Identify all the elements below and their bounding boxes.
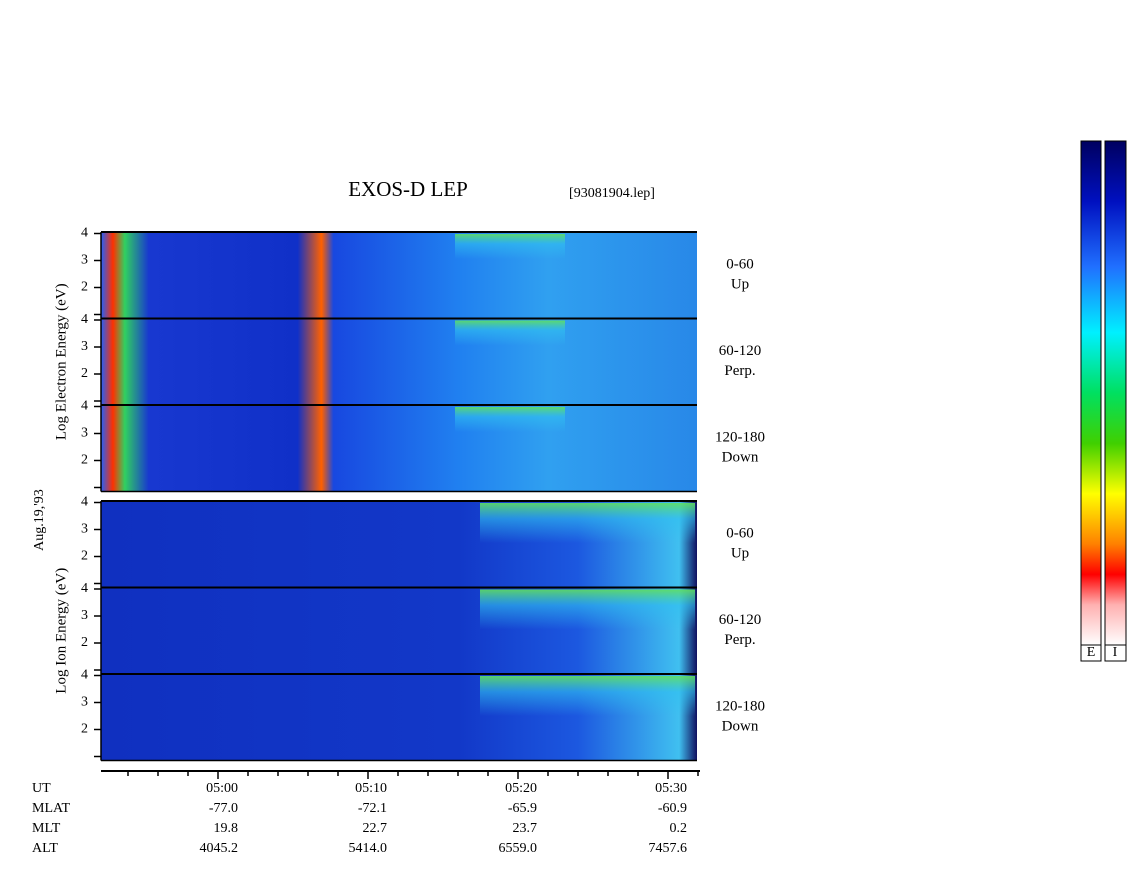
spectrogram-band [455, 234, 565, 259]
title: EXOS-D LEP [348, 177, 468, 201]
ephemeris-value: -77.0 [209, 801, 238, 816]
ephemeris-value: 6559.0 [499, 841, 538, 856]
direction-label: Perp. [724, 363, 755, 379]
ephemeris-value: -60.9 [658, 801, 687, 816]
ephemeris-label: ALT [32, 841, 58, 856]
y-tick-label: 3 [81, 695, 88, 710]
angle-label: 60-120 [719, 343, 762, 359]
y-tick-label: 2 [81, 635, 88, 650]
spectrogram-panel [101, 318, 697, 405]
ephemeris-value: -72.1 [358, 801, 387, 816]
direction-label: Up [731, 546, 749, 562]
ephemeris-label: MLAT [32, 801, 71, 816]
date-label: Aug.19,'93 [32, 489, 47, 551]
color-bar-label-box [1104, 644, 1127, 662]
y-tick-label: 4 [81, 399, 88, 414]
y-tick-label: 3 [81, 426, 88, 441]
ephemeris-value: 19.8 [214, 821, 239, 836]
direction-label: Down [722, 450, 759, 466]
ephemeris-value: -65.9 [508, 801, 537, 816]
file-name: [93081904.lep] [569, 186, 655, 201]
angle-label: 60-120 [719, 612, 762, 628]
direction-label: Perp. [724, 632, 755, 648]
y-tick-label: 2 [81, 722, 88, 737]
y-tick-label: 3 [81, 608, 88, 623]
ephemeris-label: UT [32, 781, 51, 796]
ephemeris-value: 22.7 [363, 821, 388, 836]
y-tick-label: 2 [81, 280, 88, 295]
color-bar-label-box [1080, 644, 1102, 662]
ephemeris-value: 05:00 [206, 781, 238, 796]
y-tick-label: 2 [81, 549, 88, 564]
spectrogram-band [455, 407, 565, 432]
ephemeris-value: 05:10 [355, 781, 387, 796]
color-bar-label: I [1113, 645, 1118, 660]
y-tick-label: 2 [81, 453, 88, 468]
ephemeris-value: 5414.0 [349, 841, 388, 856]
angle-label: 120-180 [715, 699, 765, 715]
ephemeris-value: 7457.6 [649, 841, 688, 856]
y-tick-label: 3 [81, 339, 88, 354]
angle-label: 0-60 [726, 257, 754, 273]
color-bar-label: E [1087, 645, 1096, 660]
ephemeris-value: 05:30 [655, 781, 687, 796]
y-tick-label: 3 [81, 522, 88, 537]
angle-label: 0-60 [726, 526, 754, 542]
y-tick-label: 4 [81, 668, 88, 683]
ephemeris-value: 05:20 [505, 781, 537, 796]
y-tick-label: 4 [81, 312, 88, 327]
y-tick-label: 4 [81, 226, 88, 241]
y-axis-label: Log Ion Energy (eV) [53, 568, 69, 694]
ephemeris-value: 0.2 [670, 821, 688, 836]
spectrogram-panel [101, 405, 697, 492]
spectrogram-panel [101, 232, 697, 319]
spectrogram-band [480, 589, 695, 630]
spectrogram-band [480, 676, 695, 716]
ephemeris-value: 23.7 [513, 821, 538, 836]
direction-label: Up [731, 277, 749, 293]
angle-label: 120-180 [715, 430, 765, 446]
direction-label: Down [722, 719, 759, 735]
y-tick-label: 3 [81, 253, 88, 268]
color-bar [1080, 140, 1102, 646]
y-tick-label: 4 [81, 581, 88, 596]
ephemeris-label: MLT [32, 821, 61, 836]
y-tick-label: 2 [81, 366, 88, 381]
y-tick-label: 4 [81, 495, 88, 510]
spectrogram-band [455, 320, 565, 346]
y-axis-label: Log Electron Energy (eV) [53, 283, 69, 440]
color-bar [1104, 140, 1127, 646]
spectrogram-band [480, 503, 695, 543]
ephemeris-value: 4045.2 [200, 841, 239, 856]
